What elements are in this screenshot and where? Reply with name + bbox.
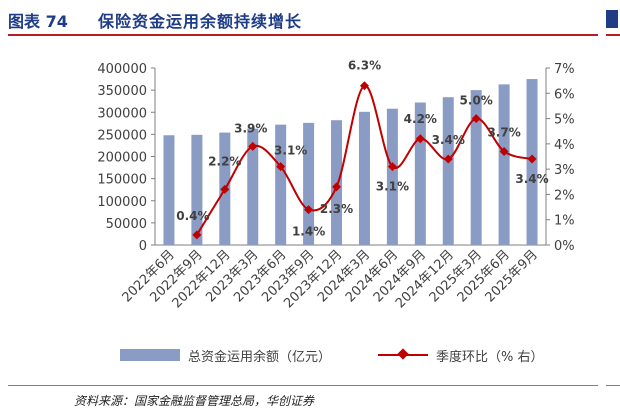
data-label-qoq: 6.3% <box>348 59 381 73</box>
point-qoq <box>192 230 202 240</box>
bar-balance <box>358 111 370 246</box>
left-axis-tick-label: 300000 <box>97 106 147 121</box>
data-label-qoq: 1.4% <box>292 225 325 239</box>
data-label-qoq: 3.1% <box>274 144 307 158</box>
data-label-qoq: 3.9% <box>234 121 267 135</box>
left-axis-tick-label: 400000 <box>97 62 147 77</box>
data-label-qoq: 3.4% <box>515 172 548 186</box>
figure-header: 图表 74 保险资金运用余额持续增长 <box>0 0 620 40</box>
point-qoq <box>332 182 342 192</box>
data-label-qoq: 2.2% <box>208 154 241 168</box>
right-axis-tick-label: 5% <box>554 113 575 128</box>
legend-bar-label: 总资金运用余额（亿元） <box>188 350 332 365</box>
right-axis-tick-label: 6% <box>554 87 575 102</box>
data-label-qoq: 3.4% <box>432 133 465 147</box>
footer-edge-rule <box>606 385 620 386</box>
point-qoq <box>387 162 397 172</box>
right-axis-tick-label: 1% <box>554 214 575 229</box>
point-qoq <box>359 81 369 91</box>
figure-label: 图表 74 <box>8 12 68 31</box>
bar-balance <box>247 128 259 245</box>
legend-bar-swatch <box>120 349 180 361</box>
chart: 0 50000 100000 150000 200000 250000 300000 3500… <box>97 59 575 312</box>
right-axis-tick-label: 2% <box>554 188 575 203</box>
figure-title: 保险资金运用余额持续增长 <box>98 12 303 31</box>
bar-balance <box>275 124 287 245</box>
edge-mark <box>606 10 618 28</box>
point-qoq <box>304 205 314 215</box>
bar-balance <box>163 135 175 245</box>
left-axis-tick-label: 150000 <box>97 173 147 188</box>
data-label-qoq: 4.2% <box>404 112 437 126</box>
point-qoq <box>248 141 258 151</box>
data-label-qoq: 3.7% <box>487 125 520 139</box>
left-axis-tick-label: 0 <box>139 239 147 254</box>
point-qoq <box>443 154 453 164</box>
right-axis-tick-label: 7% <box>554 62 575 77</box>
legend-line-label: 季度环比（% 右） <box>436 350 544 365</box>
point-qoq <box>499 146 509 156</box>
legend-diamond-marker <box>397 348 409 360</box>
point-qoq <box>527 154 537 164</box>
bar-balance <box>470 90 482 245</box>
bar-balance <box>414 102 426 245</box>
edge-rule <box>606 34 620 36</box>
bar-balance <box>303 122 315 245</box>
right-axis-tick-label: 3% <box>554 163 575 178</box>
bar-balance <box>498 84 510 245</box>
bar-balance <box>442 97 454 245</box>
bar-balance <box>386 108 398 246</box>
data-label-qoq: 3.1% <box>376 180 409 194</box>
data-label-qoq: 5.0% <box>460 94 493 108</box>
footer-rule <box>8 385 598 386</box>
right-axis-tick-label: 4% <box>554 138 575 153</box>
right-axis-tick-label: 0% <box>554 239 575 254</box>
left-axis-tick-label: 350000 <box>97 84 147 99</box>
header-rule <box>8 34 598 36</box>
left-axis-tick-label: 250000 <box>97 128 147 143</box>
point-qoq <box>220 184 230 194</box>
data-label-qoq: 0.4% <box>176 209 209 223</box>
left-axis-tick-label: 200000 <box>97 151 147 166</box>
point-qoq <box>276 162 286 172</box>
point-qoq <box>415 134 425 144</box>
left-axis-tick-label: 50000 <box>106 217 147 232</box>
data-label-qoq: 2.3% <box>320 202 353 216</box>
left-axis-tick-label: 100000 <box>97 195 147 210</box>
point-qoq <box>471 114 481 124</box>
source-note: 资料来源：国家金融监督管理总局，华创证券 <box>74 394 315 408</box>
bar-balance <box>191 134 203 245</box>
